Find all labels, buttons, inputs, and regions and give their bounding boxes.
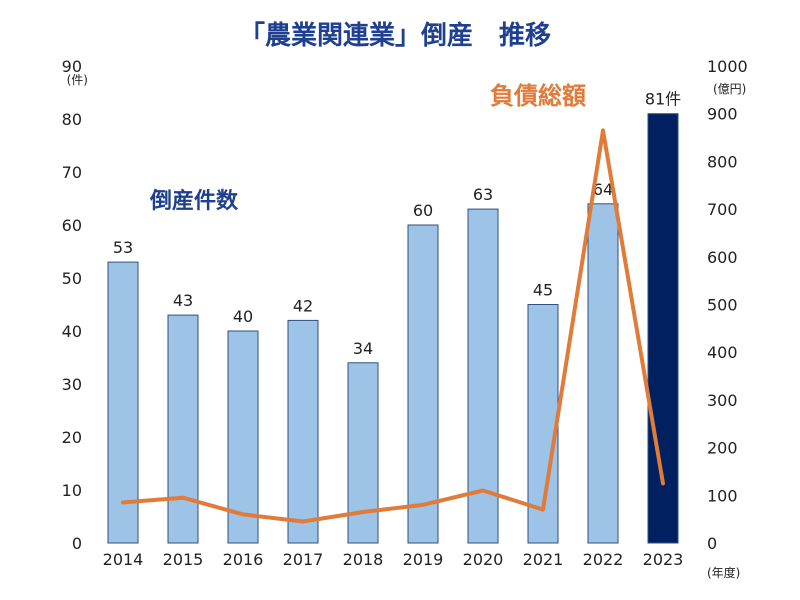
left-tick-label: 80 — [62, 110, 82, 129]
x-tick-label: 2019 — [403, 550, 444, 569]
x-tick-label: 2021 — [523, 550, 564, 569]
bar — [227, 330, 259, 544]
x-tick-label: 2017 — [283, 550, 324, 569]
left-axis-unit: (件) — [67, 73, 88, 87]
bar-value-label: 43 — [173, 291, 193, 310]
right-axis-unit: (億円) — [713, 82, 746, 96]
x-tick-label: 2020 — [463, 550, 504, 569]
right-tick-label: 600 — [707, 248, 738, 267]
x-tick-label: 2018 — [343, 550, 384, 569]
x-tick-label: 2015 — [163, 550, 204, 569]
left-tick-label: 0 — [72, 534, 82, 553]
bar — [407, 224, 439, 544]
bar-value-label: 34 — [353, 339, 373, 358]
left-axis: 0 10 20 30 40 50 60 70 80 90 — [62, 57, 82, 553]
left-tick-label: 70 — [62, 163, 82, 182]
bar — [347, 362, 379, 544]
debt-line — [121, 128, 665, 524]
bar-value-label: 53 — [113, 238, 133, 257]
bar — [287, 319, 319, 544]
bar-value-label: 45 — [533, 281, 553, 300]
bar-value-label: 40 — [233, 307, 253, 326]
bar-value-label: 81件 — [645, 90, 681, 109]
x-ticks: 2014 2015 2016 2017 2018 2019 2020 2021 2022 2023 — [103, 550, 684, 569]
left-tick-label: 10 — [62, 481, 82, 500]
chart-title: 「農業関連業」倒産 推移 — [239, 20, 551, 51]
bar-value-label: 42 — [293, 296, 313, 315]
bar — [167, 314, 199, 544]
bar — [647, 113, 679, 544]
x-tick-label: 2014 — [103, 550, 144, 569]
x-tick-label: 2016 — [223, 550, 264, 569]
right-axis: 0 100 200 300 400 500 600 700 800 900 1000 — [707, 57, 748, 553]
bar-value-label: 64 — [593, 180, 613, 199]
right-tick-label: 700 — [707, 200, 738, 219]
bar-labels: 53 43 40 42 34 60 63 45 64 81件 — [113, 90, 681, 358]
series-label-bankruptcies: 倒産件数 — [149, 188, 239, 214]
left-tick-label: 30 — [62, 375, 82, 394]
right-tick-label: 200 — [707, 439, 738, 458]
left-tick-label: 60 — [62, 216, 82, 235]
right-tick-label: 800 — [707, 152, 738, 171]
right-tick-label: 500 — [707, 296, 738, 315]
bar-value-label: 60 — [413, 201, 433, 220]
series-label-debt: 負債総額 — [490, 82, 586, 110]
bar-value-label: 63 — [473, 185, 493, 204]
left-tick-label: 40 — [62, 322, 82, 341]
right-tick-label: 300 — [707, 391, 738, 410]
bar — [467, 208, 499, 544]
x-axis-unit: (年度) — [707, 565, 740, 580]
right-tick-label: 100 — [707, 486, 738, 505]
right-tick-label: 1000 — [707, 57, 748, 76]
x-tick-label: 2023 — [643, 550, 684, 569]
left-tick-label: 20 — [62, 428, 82, 447]
left-tick-label: 90 — [62, 57, 82, 76]
right-tick-label: 400 — [707, 343, 738, 362]
x-tick-label: 2022 — [583, 550, 624, 569]
right-tick-label: 900 — [707, 105, 738, 124]
bar — [587, 203, 619, 544]
bars — [107, 113, 679, 544]
right-tick-label: 0 — [707, 534, 717, 553]
left-tick-label: 50 — [62, 269, 82, 288]
bar — [107, 261, 139, 544]
